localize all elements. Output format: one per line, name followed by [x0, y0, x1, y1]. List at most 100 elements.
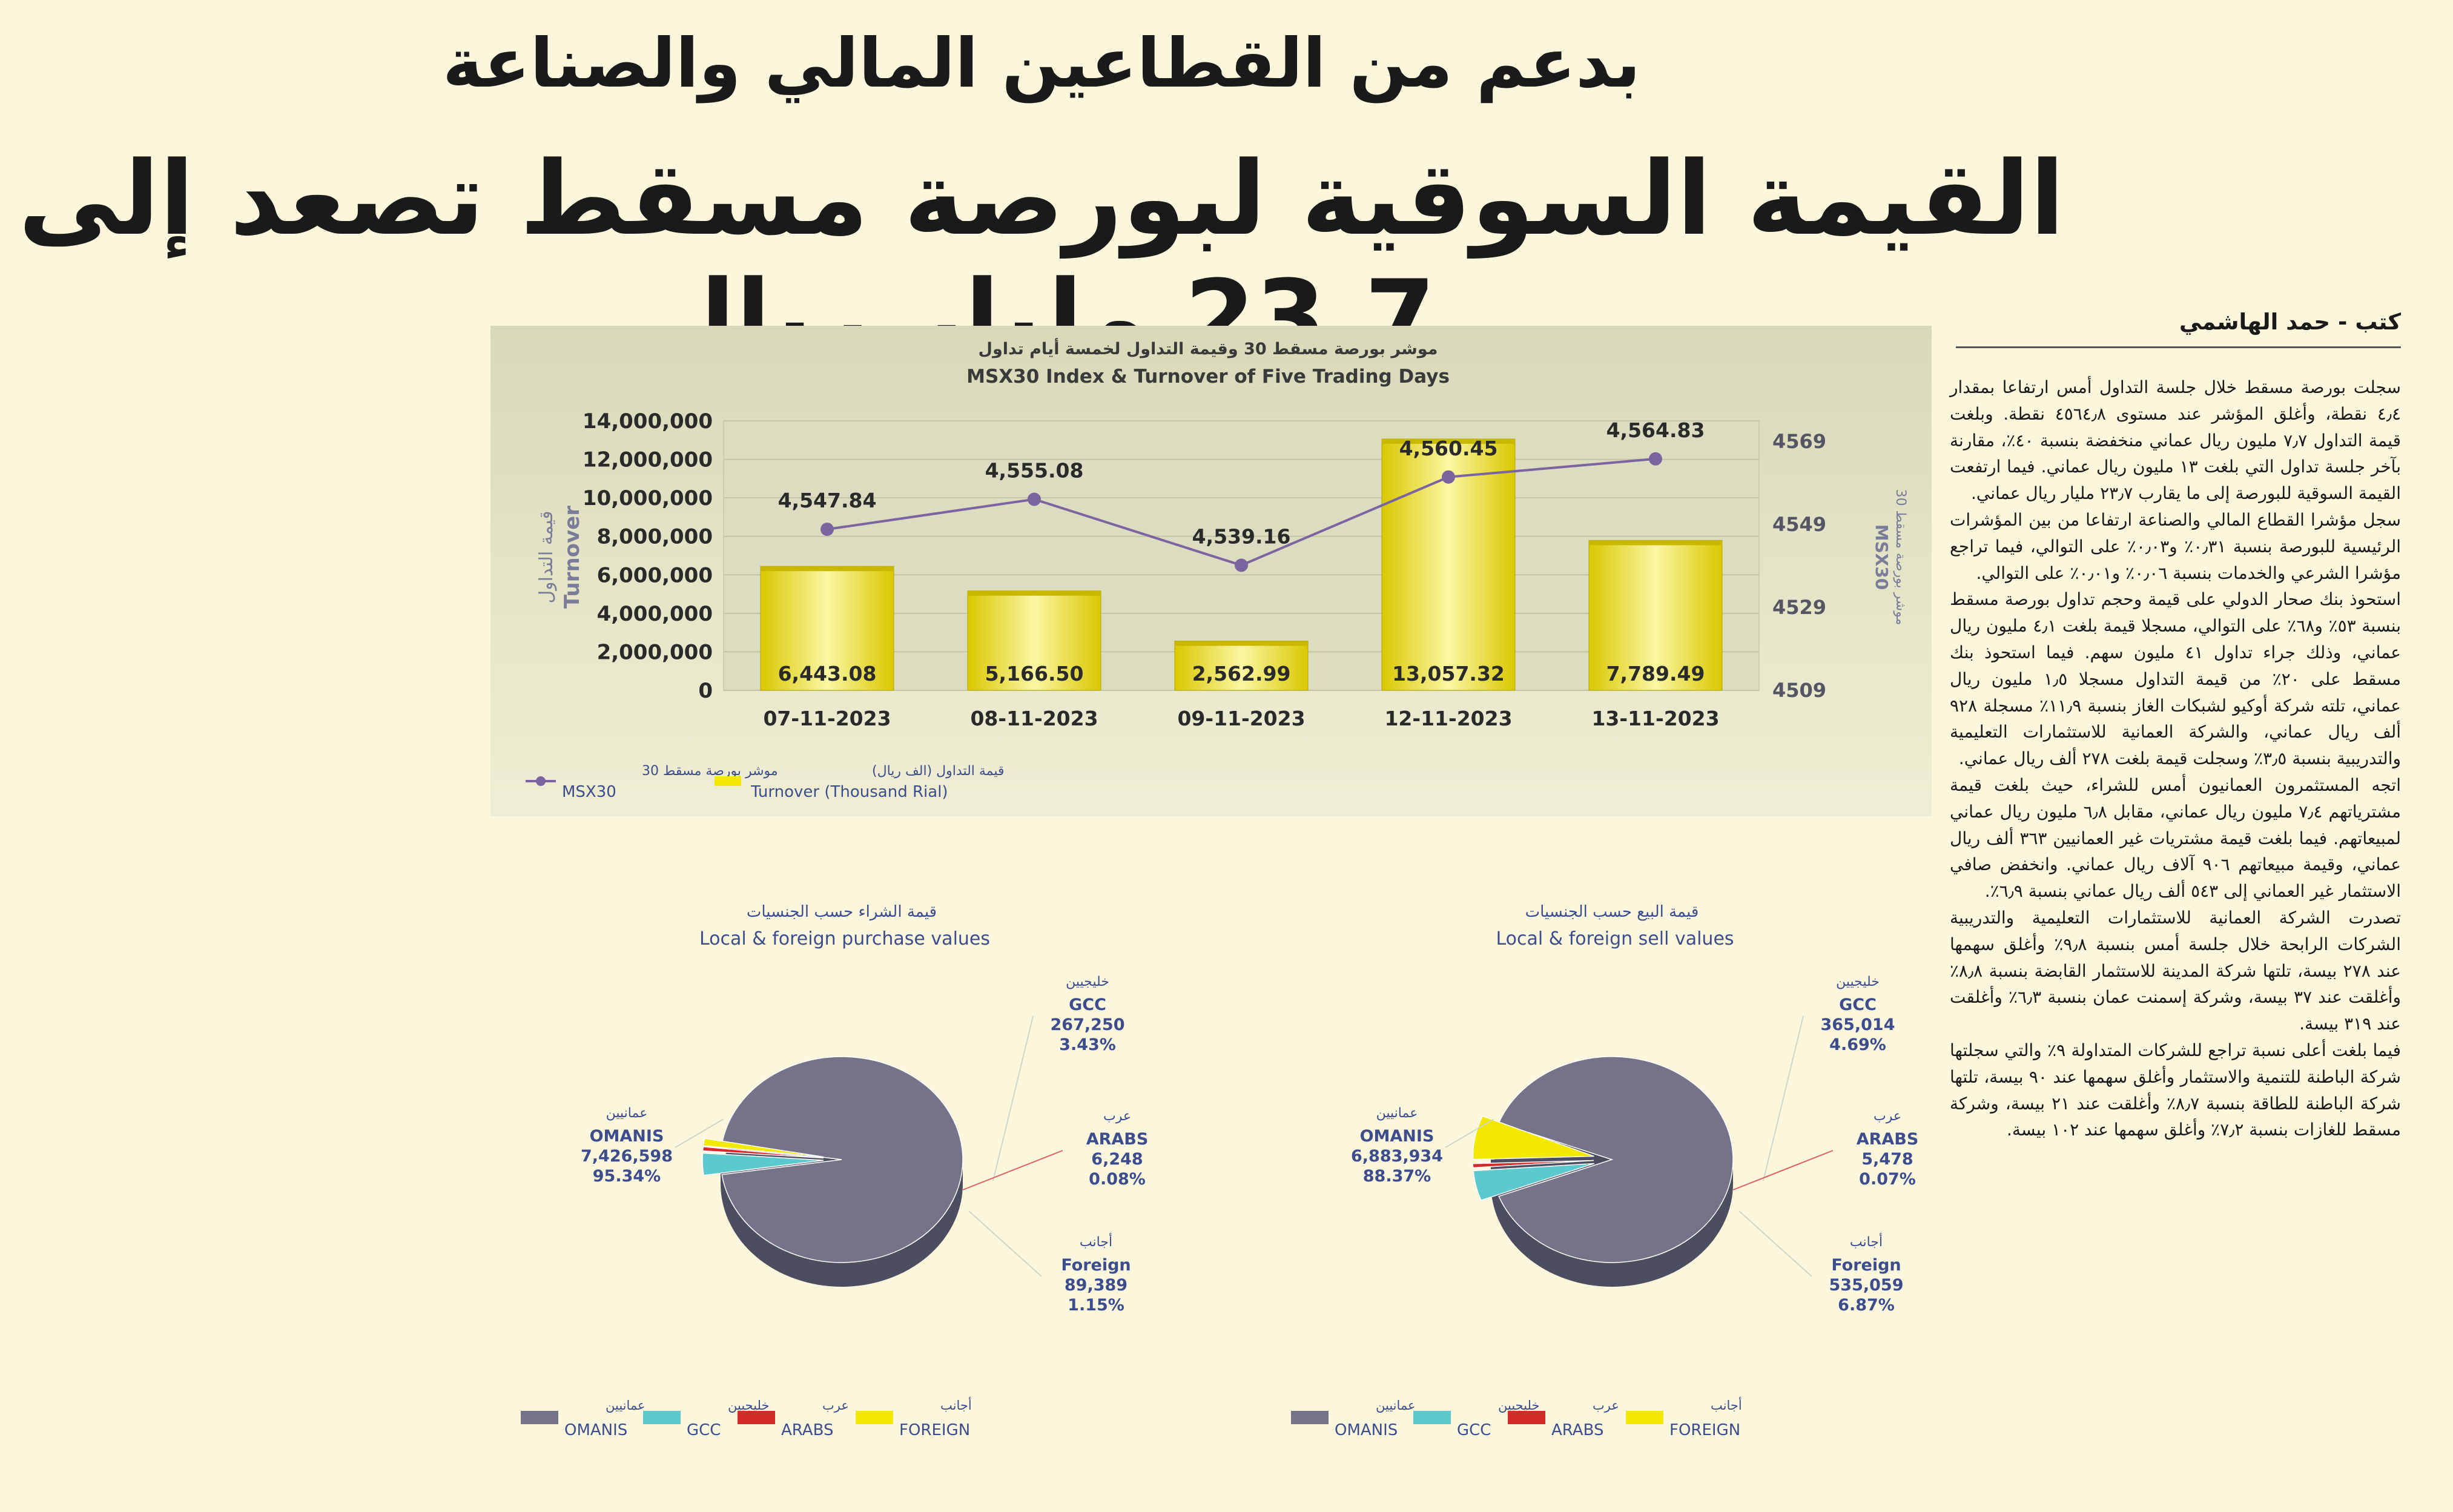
x-tick-label: 07-11-2023 [763, 707, 891, 730]
pie-slice-omanis [721, 1056, 963, 1263]
left-axis-label-en: Turnover [560, 506, 584, 609]
pie-label-percent: 3.43% [1059, 1035, 1116, 1054]
purchase-pie-chart: قيمة الشراء حسب الجنسيات Local & foreign … [521, 903, 1148, 1439]
pie-label-value: 267,250 [1051, 1015, 1125, 1034]
msx30-point [1649, 452, 1662, 466]
pie-legend-swatch [738, 1411, 775, 1424]
x-tick-label: 12-11-2023 [1384, 707, 1512, 730]
msx30-point [1235, 558, 1248, 572]
pie-legend-ar: أجانب [1711, 1397, 1742, 1413]
legend-msx30-en: MSX30 [562, 783, 616, 801]
turnover-bar-cap [1175, 641, 1308, 646]
right-axis-label: موشر بورصة مسقط 30 MSX30 [1872, 489, 1908, 626]
pie-label-percent: 95.34% [593, 1167, 661, 1186]
pie-label-name: GCC [1069, 995, 1106, 1014]
pie-label-ar: عرب [1103, 1109, 1131, 1124]
pie-label-ar: عرب [1874, 1109, 1901, 1124]
article-body: سجلت بورصة مسقط خلال جلسة التداول أمس ار… [1950, 374, 2401, 1143]
msx30-line: 4,547.84 4,555.08 4,539.16 4,560.45 4,564.83 [778, 418, 1705, 572]
pie-legend-en: ARABS [1551, 1421, 1603, 1439]
msx30-point-label: 4,547.84 [778, 489, 877, 512]
turnover-bar-cap [1382, 438, 1515, 444]
left-axis-label-ar: قيمة التداول [536, 510, 557, 603]
article-paragraph: سجل مؤشرا القطاع المالي والصناعة ارتفاعا… [1950, 509, 2402, 583]
turnover-bar-cap [761, 566, 894, 572]
turnover-bar [760, 566, 894, 691]
article-paragraph: فيما بلغت أعلى نسبة تراجع للشركات المتدا… [1950, 1040, 2402, 1140]
chart-title-en: MSX30 Index & Turnover of Five Trading D… [966, 366, 1450, 388]
pie-leader-line [1732, 1150, 1834, 1190]
pie-label-value: 535,059 [1829, 1276, 1904, 1295]
pie-label-ar: عمانيين [606, 1106, 648, 1121]
pie-legend-ar: خليجيين [728, 1398, 770, 1413]
right-tick-label: 4529 [1772, 596, 1826, 619]
pie-leader-line [1763, 1015, 1804, 1181]
left-tick-label: 0 [698, 679, 713, 703]
pie-label-value: 5,478 [1861, 1150, 1913, 1169]
left-axis-label: قيمة التداول Turnover [536, 506, 584, 609]
pie-label-ar: أجانب [1080, 1233, 1112, 1250]
pie-label-name: Foreign [1061, 1256, 1131, 1275]
pie-label-name: Foreign [1831, 1256, 1901, 1275]
pie-slice-gcc [702, 1152, 824, 1176]
legend-msx30: موشر بورصة مسقط 30 MSX30 [526, 764, 778, 801]
pie-leader-line [1738, 1210, 1812, 1277]
kicker-headline: بدعم من القطاعين المالي والصناعة [443, 24, 1640, 103]
bar-value-label: 6,443.08 [778, 662, 877, 685]
pie-legend-ar: عرب [1593, 1398, 1619, 1413]
right-tick-label: 4549 [1772, 513, 1826, 536]
pie-label-percent: 4.69% [1829, 1035, 1886, 1054]
x-axis-ticks: 07-11-2023 08-11-2023 09-11-2023 12-11-2023… [763, 707, 1719, 730]
byline-divider [1956, 346, 2401, 348]
msx30-point-label: 4,555.08 [985, 459, 1084, 483]
chart-gridlines [724, 420, 1759, 691]
pie-label-name: ARABS [1857, 1130, 1919, 1149]
pie-slice-arabs [1472, 1160, 1594, 1169]
right-axis-ticks: 4569 4549 4529 4509 [1772, 430, 1826, 702]
turnover-bars: 6,443.08 5,166.50 2,562.99 13,057.32 7,789.4… [760, 438, 1723, 691]
article-paragraph: تصدرت الشركة العمانية للاستثمارات التعلي… [1950, 907, 2401, 1034]
right-axis-label-ar: موشر بورصة مسقط 30 [1893, 489, 1908, 626]
pie-slice-gcc [1473, 1163, 1594, 1201]
msx30-point-label: 4,560.45 [1399, 437, 1498, 460]
turnover-bar [1588, 540, 1723, 691]
legend-msx30-ar: موشر بورصة مسقط 30 [642, 764, 778, 779]
msx30-point [1442, 470, 1455, 484]
pie-legend-ar: عمانيين [1376, 1398, 1416, 1413]
msx30-point-label: 4,539.16 [1192, 525, 1291, 549]
turnover-bar-cap [968, 590, 1101, 596]
pie-legend-en: FOREIGN [899, 1421, 970, 1439]
pie-label-percent: 0.08% [1089, 1170, 1146, 1189]
pie-label-ar: أجانب [1850, 1233, 1883, 1250]
msx30-point [820, 523, 834, 536]
pie-label-percent: 88.37% [1363, 1167, 1431, 1186]
pie-label-value: 6,883,934 [1351, 1147, 1443, 1166]
pie-label-ar: عمانيين [1376, 1106, 1418, 1121]
pie-label-ar: خليجيين [1066, 974, 1109, 989]
x-tick-label: 09-11-2023 [1177, 707, 1305, 730]
left-tick-label: 12,000,000 [583, 448, 713, 472]
pie-title-en: Local & foreign purchase values [699, 928, 990, 949]
article-paragraph: اتجه المستثمرون العمانيون أمس للشراء، حي… [1950, 774, 2401, 902]
msx30-point [1028, 492, 1041, 506]
left-tick-label: 2,000,000 [597, 640, 713, 664]
pie-legend-swatch [521, 1411, 558, 1424]
pie-label-name: OMANIS [590, 1127, 664, 1146]
pie-label-percent: 1.15% [1068, 1296, 1124, 1315]
pie-legend-swatch [1413, 1411, 1451, 1424]
x-tick-label: 08-11-2023 [970, 707, 1098, 730]
pie-legend-ar: عمانيين [606, 1398, 645, 1413]
legend-turnover-en: Turnover (Thousand Rial) [750, 783, 948, 801]
pie-label-ar: خليجيين [1836, 974, 1880, 989]
right-tick-label: 4569 [1772, 430, 1826, 453]
left-tick-label: 6,000,000 [597, 563, 713, 587]
pie-legend-swatch [1508, 1411, 1545, 1424]
pie-label-name: OMANIS [1360, 1127, 1434, 1146]
turnover-bar [1174, 641, 1309, 691]
pie-legend-en: GCC [1457, 1421, 1491, 1439]
bar-value-label: 7,789.49 [1606, 662, 1705, 685]
main-headline: القيمة السوقية لبورصة مسقط تصعد إلى 23.7… [18, 139, 2065, 377]
infographic: موشر بورصة مسقط 30 وقيمة التداول لخمسة أ… [490, 326, 1932, 1439]
bar-value-label: 13,057.32 [1392, 662, 1505, 685]
right-axis-label-en: MSX30 [1872, 524, 1892, 590]
